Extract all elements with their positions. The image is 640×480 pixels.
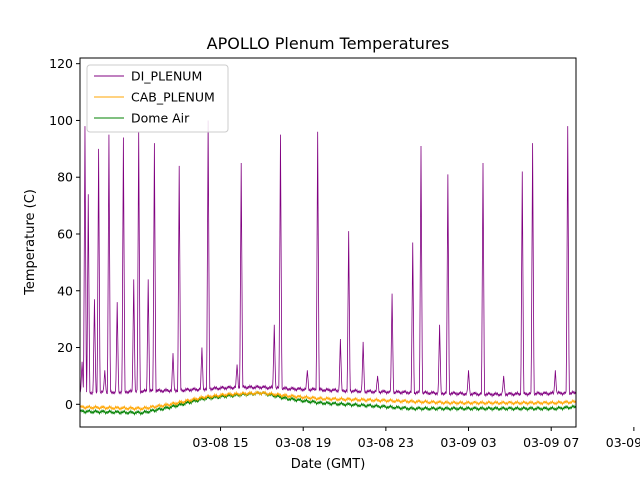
y-axis-label: Temperature (C) xyxy=(23,189,38,296)
series-line-di-plenum xyxy=(79,120,577,398)
chart-title: APOLLO Plenum Temperatures xyxy=(207,34,450,53)
x-axis: 03-08 15 03-08 19 03-08 23 03-09 03 03-09 07… xyxy=(192,427,640,450)
x-tick-label: 03-08 23 xyxy=(358,435,414,450)
plot-frame xyxy=(79,57,577,428)
y-tick-label: 40 xyxy=(57,283,73,298)
x-axis-label: Date (GMT) xyxy=(291,457,366,472)
series-layer xyxy=(79,120,577,416)
legend-label: Dome Air xyxy=(131,111,190,126)
x-tick-label: 03-08 19 xyxy=(275,435,331,450)
legend: DI_PLENUM CAB_PLENUM Dome Air xyxy=(86,64,229,133)
y-tick-label: 120 xyxy=(49,56,73,71)
series-line-cab-plenum xyxy=(79,390,577,412)
x-tick-label: 03-09 03 xyxy=(440,435,496,450)
legend-box xyxy=(86,64,229,133)
x-tick-label: 03-09 07 xyxy=(523,435,579,450)
x-tick-label: 03-09 11 xyxy=(606,435,640,450)
series-line-dome-air xyxy=(79,390,577,416)
x-tick-label: 03-08 15 xyxy=(192,435,248,450)
y-tick-label: 60 xyxy=(57,226,73,241)
y-axis: 0 20 40 60 80 100 120 xyxy=(49,56,80,412)
legend-label: CAB_PLENUM xyxy=(131,90,215,105)
y-tick-label: 80 xyxy=(57,170,73,185)
y-tick-label: 0 xyxy=(65,397,73,412)
y-tick-label: 20 xyxy=(57,340,73,355)
y-tick-label: 100 xyxy=(49,113,73,128)
legend-label: DI_PLENUM xyxy=(131,69,202,84)
